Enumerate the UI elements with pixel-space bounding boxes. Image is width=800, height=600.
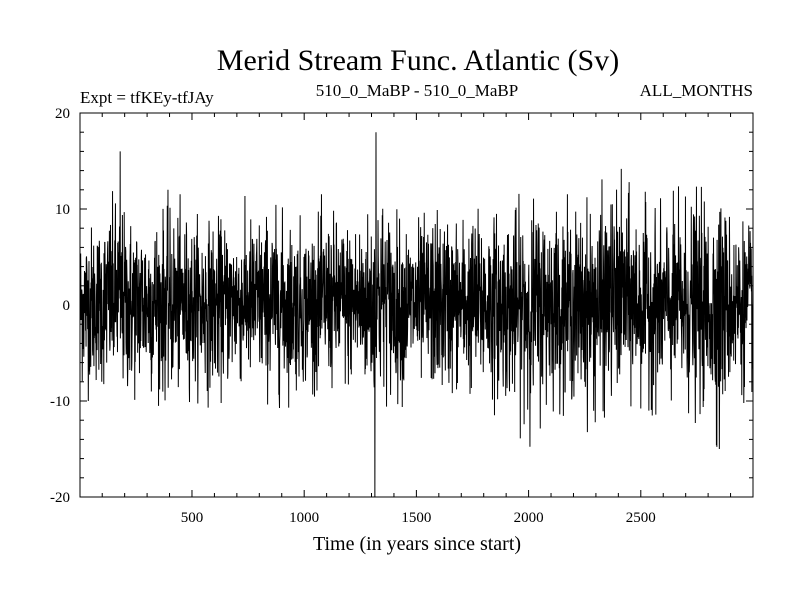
series-line — [79, 132, 754, 498]
experiment-label: Expt = tfKEy-tfJAy — [80, 88, 214, 107]
y-axis: -20 -10 0 10 20 — [50, 106, 753, 506]
x-tick-label: 2000 — [514, 510, 544, 526]
x-tick-label: 2500 — [626, 510, 656, 526]
y-tick-label: 20 — [55, 106, 70, 122]
series-line-group — [79, 132, 754, 498]
y-tick-label: 10 — [55, 202, 70, 218]
x-tick-label: 1000 — [289, 510, 319, 526]
x-tick-label: 500 — [181, 510, 204, 526]
x-tick-label: 1500 — [401, 510, 431, 526]
y-tick-label: 0 — [63, 298, 71, 314]
y-tick-label: -20 — [50, 490, 70, 506]
period-label: 510_0_MaBP - 510_0_MaBP — [316, 81, 518, 100]
x-axis-label: Time (in years since start) — [313, 533, 521, 555]
chart-title: Merid Stream Func. Atlantic (Sv) — [217, 44, 619, 77]
months-label: ALL_MONTHS — [640, 81, 753, 100]
y-tick-label: -10 — [50, 394, 70, 410]
x-axis: 500 1000 1500 2000 2500 — [101, 113, 732, 526]
